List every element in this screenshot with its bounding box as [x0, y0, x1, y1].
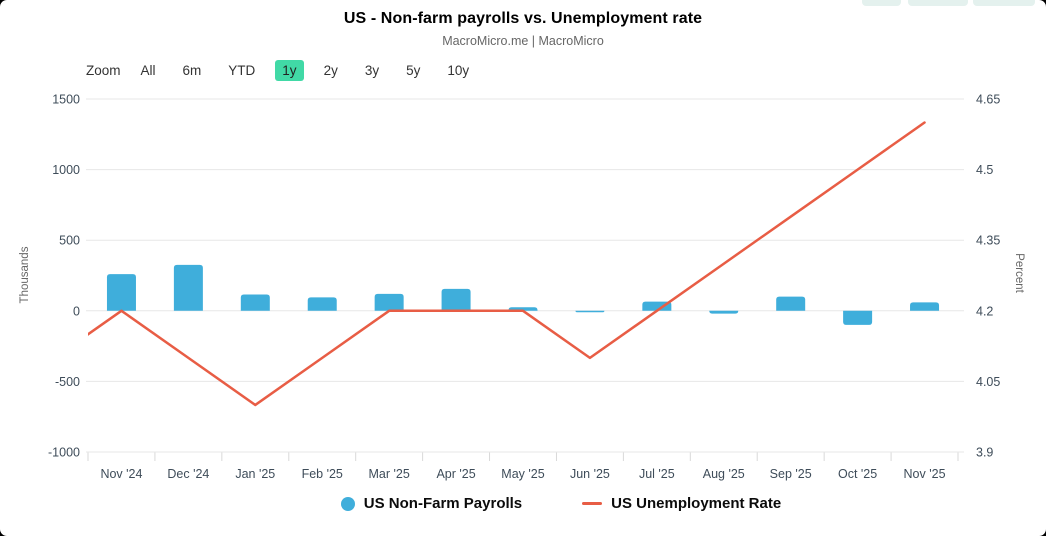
- bar-dec24: [173, 264, 203, 311]
- left-axis-tick-0: 0: [73, 304, 80, 318]
- x-label-5: Apr '25: [436, 467, 475, 481]
- bar-jan25: [240, 294, 270, 311]
- right-axis-tick-3.9: 3.9: [976, 446, 993, 460]
- range-button-1y[interactable]: 1y: [275, 60, 304, 81]
- right-axis-tick-4.5: 4.5: [976, 163, 993, 177]
- left-axis-title: Thousands: [19, 246, 31, 303]
- range-button-6m[interactable]: 6m: [182, 63, 202, 78]
- legend-item-unemployment[interactable]: US Unemployment Rate: [582, 495, 781, 512]
- unemployment-rate-line: [88, 121, 926, 407]
- top-edge-tab-1[interactable]: [862, 0, 901, 6]
- legend-label: US Unemployment Rate: [611, 495, 782, 512]
- legend: US Non-Farm Payrolls US Unemployment Rate: [0, 495, 1046, 512]
- bar-jul25: [642, 301, 672, 311]
- x-label-7: Jun '25: [570, 467, 610, 481]
- bar-nov24: [106, 274, 136, 311]
- bar-mar25: [374, 293, 404, 311]
- range-button-5y[interactable]: 5y: [406, 63, 421, 78]
- left-axis-tick--500: -500: [55, 375, 80, 389]
- chart-subtitle: MacroMicro.me | MacroMicro: [442, 34, 604, 48]
- dash-marker-icon: [582, 502, 603, 505]
- bar-sep25: [776, 296, 806, 311]
- right-axis-title: Percent: [1013, 253, 1025, 293]
- x-label-8: Jul '25: [639, 467, 675, 481]
- right-axis-tick-4.05: 4.05: [976, 375, 1000, 389]
- top-edge-tab-3[interactable]: [973, 0, 1035, 6]
- legend-label: US Non-Farm Payrolls: [363, 495, 523, 512]
- bar-nov25: [910, 302, 940, 311]
- x-label-0: Nov '24: [100, 467, 142, 481]
- x-label-4: Mar '25: [369, 467, 410, 481]
- x-label-2: Jan '25: [235, 467, 275, 481]
- x-label-11: Oct '25: [838, 467, 877, 481]
- right-axis-tick-4.65: 4.65: [976, 93, 1000, 107]
- bar-jun25: [575, 310, 605, 313]
- legend-item-payrolls[interactable]: US Non-Farm Payrolls: [340, 495, 523, 512]
- x-label-6: May '25: [501, 467, 544, 481]
- left-axis-tick--1000: -1000: [48, 446, 80, 460]
- bar-oct25: [843, 310, 873, 325]
- right-axis-tick-4.35: 4.35: [976, 234, 1000, 248]
- left-axis-tick-1500: 1500: [52, 93, 80, 107]
- top-edge-tab-2[interactable]: [908, 0, 968, 6]
- bar-feb25: [307, 297, 337, 311]
- range-selector: Zoom All 6m YTD 1y 2y 3y 5y 10y: [86, 60, 476, 81]
- range-button-3y[interactable]: 3y: [364, 63, 380, 78]
- x-label-3: Feb '25: [302, 467, 343, 481]
- chart-title: US - Non-farm payrolls vs. Unemployment …: [343, 10, 703, 27]
- bar-aug25: [709, 310, 739, 314]
- circle-marker-icon: [340, 496, 355, 511]
- bar-apr25: [441, 288, 471, 311]
- x-label-9: Aug '25: [703, 467, 745, 481]
- x-label-1: Dec '24: [167, 467, 209, 481]
- left-axis-tick-1000: 1000: [52, 163, 80, 177]
- range-button-10y[interactable]: 10y: [447, 63, 470, 78]
- range-button-ytd[interactable]: YTD: [228, 63, 256, 78]
- right-axis-tick-4.2: 4.2: [976, 304, 993, 318]
- range-button-all[interactable]: All: [140, 63, 156, 78]
- range-button-2y[interactable]: 2y: [323, 63, 338, 78]
- zoom-label: Zoom: [86, 63, 121, 78]
- x-label-12: Nov '25: [904, 467, 946, 481]
- x-label-10: Sep '25: [770, 467, 812, 481]
- left-axis-tick-500: 500: [59, 234, 80, 248]
